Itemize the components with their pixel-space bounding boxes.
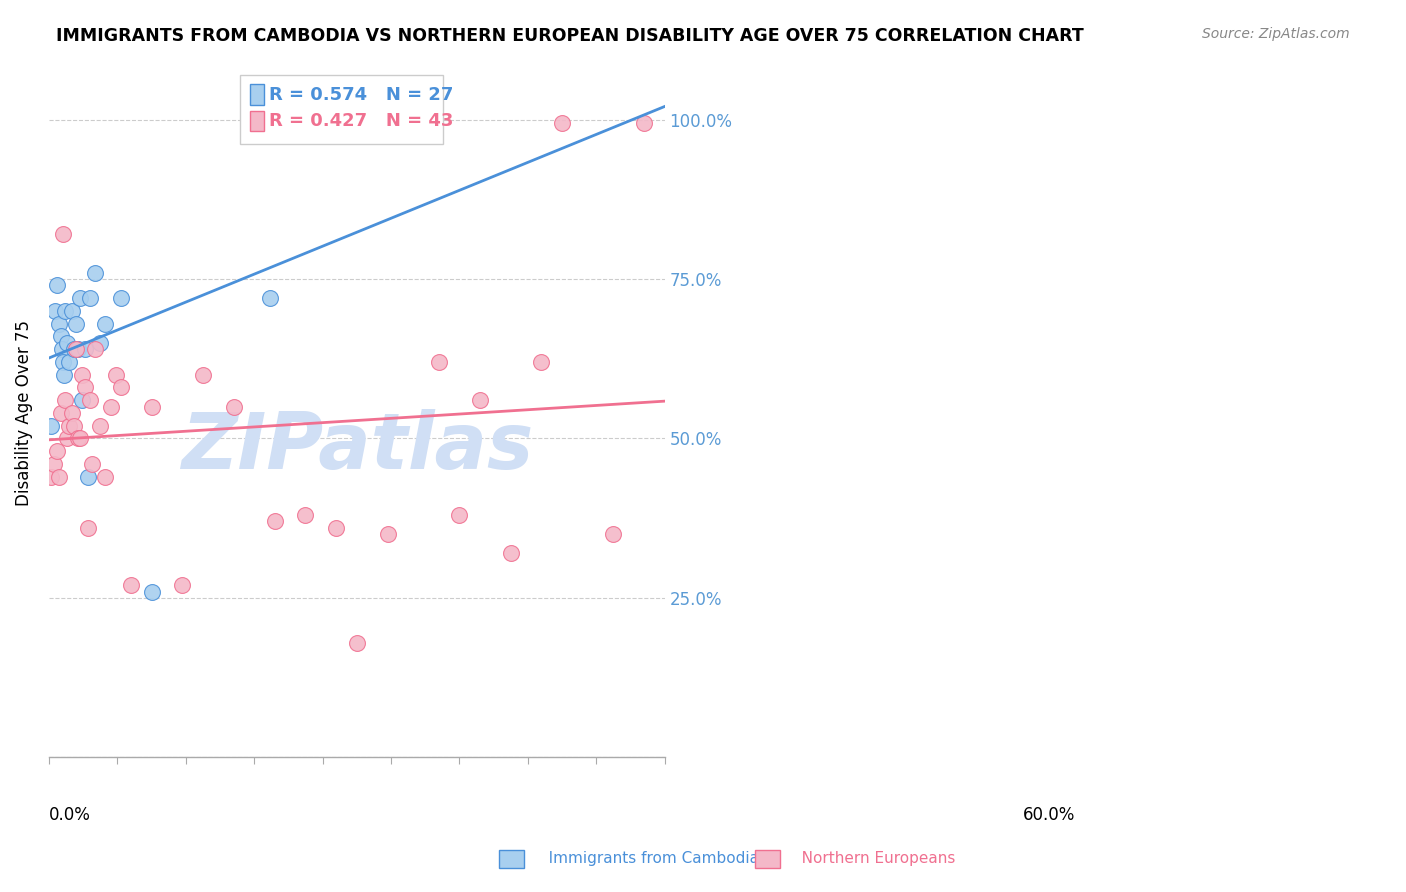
Point: [141, 400, 163, 414]
Text: R = 0.574   N = 27: R = 0.574 N = 27: [269, 86, 453, 103]
Point: [58, 355, 80, 369]
Point: [377, 527, 399, 541]
Point: [44, 304, 66, 318]
Point: [73, 342, 96, 356]
FancyBboxPatch shape: [240, 76, 443, 145]
Point: [56, 335, 79, 350]
Point: [51, 329, 73, 343]
Point: [100, 400, 122, 414]
Point: [42, 457, 65, 471]
Point: [89, 335, 111, 350]
FancyBboxPatch shape: [250, 111, 264, 131]
Point: [62, 342, 84, 356]
Point: [104, 368, 127, 382]
Text: 0.0%: 0.0%: [49, 805, 91, 823]
Point: [56, 432, 79, 446]
Point: [294, 508, 316, 522]
Point: [263, 515, 285, 529]
Point: [73, 380, 96, 394]
Point: [238, 116, 260, 130]
Point: [69, 291, 91, 305]
Point: [172, 578, 194, 592]
Point: [62, 418, 84, 433]
Point: [51, 406, 73, 420]
Point: [80, 457, 103, 471]
Point: [110, 380, 132, 394]
Text: Source: ZipAtlas.com: Source: ZipAtlas.com: [1202, 27, 1350, 41]
Point: [70, 368, 93, 382]
Point: [52, 355, 75, 369]
Point: [222, 400, 245, 414]
Point: [69, 432, 91, 446]
Point: [51, 342, 73, 356]
Point: [60, 406, 83, 420]
Point: [60, 304, 83, 318]
Point: [66, 432, 89, 446]
Point: [70, 393, 93, 408]
Point: [77, 469, 100, 483]
Point: [633, 116, 655, 130]
Point: [325, 521, 347, 535]
Point: [427, 355, 450, 369]
Point: [499, 546, 522, 560]
Point: [52, 227, 75, 242]
Point: [48, 317, 70, 331]
Point: [55, 393, 77, 408]
Point: [66, 342, 89, 356]
FancyBboxPatch shape: [250, 85, 264, 105]
Point: [55, 304, 77, 318]
Point: [94, 469, 117, 483]
Point: [77, 521, 100, 535]
Point: [346, 635, 368, 649]
Point: [602, 527, 624, 541]
Point: [79, 393, 101, 408]
Point: [449, 508, 471, 522]
Point: [141, 584, 163, 599]
Point: [39, 469, 62, 483]
Point: [39, 418, 62, 433]
Point: [46, 444, 69, 458]
Point: [53, 368, 76, 382]
Point: [84, 342, 107, 356]
Point: [79, 291, 101, 305]
Point: [89, 418, 111, 433]
Point: [191, 368, 214, 382]
Text: R = 0.427   N = 43: R = 0.427 N = 43: [269, 112, 453, 130]
Point: [46, 278, 69, 293]
Text: ZIPatlas: ZIPatlas: [180, 409, 533, 485]
Text: IMMIGRANTS FROM CAMBODIA VS NORTHERN EUROPEAN DISABILITY AGE OVER 75 CORRELATION: IMMIGRANTS FROM CAMBODIA VS NORTHERN EUR…: [56, 27, 1084, 45]
Point: [468, 393, 491, 408]
Text: 60.0%: 60.0%: [1022, 805, 1076, 823]
Point: [65, 342, 87, 356]
Point: [48, 469, 70, 483]
Y-axis label: Disability Age Over 75: Disability Age Over 75: [15, 320, 32, 506]
Point: [110, 291, 132, 305]
Point: [65, 317, 87, 331]
Point: [94, 317, 117, 331]
Point: [530, 355, 553, 369]
Point: [120, 578, 142, 592]
Point: [84, 266, 107, 280]
Point: [551, 116, 574, 130]
Text: Northern Europeans: Northern Europeans: [787, 851, 956, 865]
Point: [58, 418, 80, 433]
Text: Immigrants from Cambodia: Immigrants from Cambodia: [534, 851, 759, 865]
Point: [259, 291, 281, 305]
